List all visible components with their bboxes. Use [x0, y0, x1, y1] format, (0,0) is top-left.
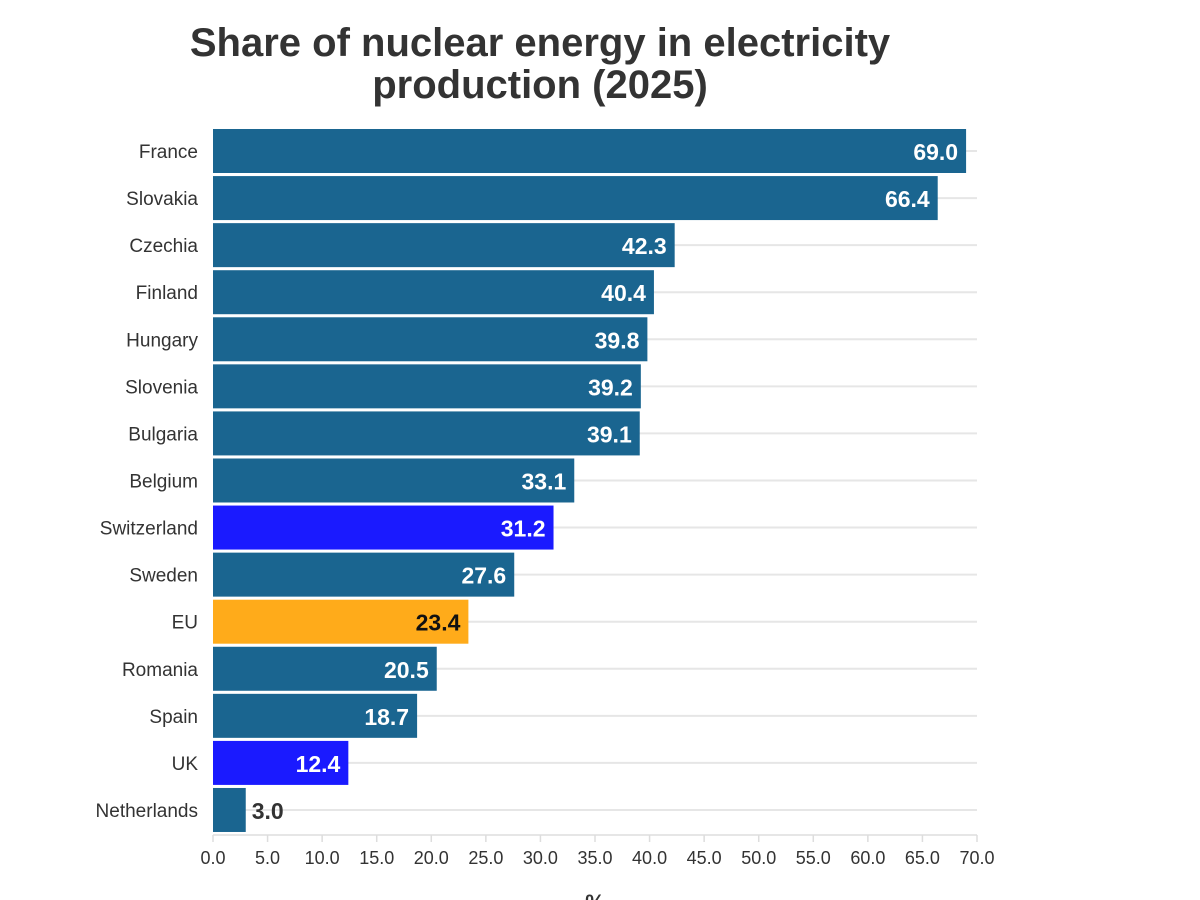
bar-spain — [213, 693, 418, 738]
x-tick-label: 50.0 — [741, 848, 776, 868]
data-label: 27.6 — [461, 563, 506, 589]
x-tick-label: 20.0 — [414, 848, 449, 868]
category-label: EU — [172, 613, 198, 634]
category-label: France — [139, 142, 198, 163]
x-tick-label: 15.0 — [359, 848, 394, 868]
bar-hungary — [213, 317, 648, 362]
x-axis-title: % — [585, 890, 605, 900]
category-label: Hungary — [126, 330, 198, 351]
x-tick-label: 0.0 — [200, 848, 225, 868]
bar-belgium — [213, 458, 575, 503]
data-label: 33.1 — [521, 468, 566, 494]
data-label: 39.1 — [587, 421, 632, 447]
bar-switzerland — [213, 505, 554, 550]
bar-netherlands — [213, 787, 246, 832]
category-label: Bulgaria — [128, 424, 198, 445]
category-label: Sweden — [129, 566, 198, 587]
bar-slovenia — [213, 364, 641, 409]
bar-uk — [213, 740, 349, 785]
category-label: Romania — [122, 660, 198, 681]
data-label: 12.4 — [296, 751, 341, 777]
x-tick-label: 40.0 — [632, 848, 667, 868]
data-label: 42.3 — [622, 233, 667, 259]
bar-finland — [213, 270, 654, 315]
x-tick-label: 25.0 — [468, 848, 503, 868]
category-label: Slovenia — [125, 377, 198, 398]
bar-bulgaria — [213, 411, 640, 456]
chart-title-line: Share of nuclear energy in electricity — [189, 21, 891, 65]
bar-eu — [213, 599, 469, 644]
data-label: 31.2 — [501, 516, 546, 542]
category-label: UK — [172, 754, 199, 775]
x-tick-label: 70.0 — [959, 848, 994, 868]
data-label: 20.5 — [384, 657, 429, 683]
data-label: 69.0 — [913, 139, 958, 165]
x-tick-label: 5.0 — [255, 848, 280, 868]
bar-slovakia — [213, 176, 938, 221]
category-label: Finland — [136, 283, 198, 304]
x-tick-label: 45.0 — [687, 848, 722, 868]
bar-sweden — [213, 552, 515, 597]
x-tick-label: 65.0 — [905, 848, 940, 868]
category-label: Belgium — [129, 471, 198, 492]
category-label: Switzerland — [100, 519, 198, 540]
bar-france — [213, 129, 967, 173]
data-label: 39.8 — [595, 327, 640, 353]
category-label: Netherlands — [96, 801, 198, 822]
x-tick-label: 30.0 — [523, 848, 558, 868]
data-label: 66.4 — [885, 186, 930, 212]
chart-title-line: production (2025) — [372, 63, 708, 107]
data-label: 39.2 — [588, 374, 633, 400]
bar-czechia — [213, 223, 675, 268]
category-label: Spain — [149, 707, 198, 728]
category-label: Czechia — [129, 236, 198, 257]
data-label: 40.4 — [601, 280, 646, 306]
x-tick-label: 60.0 — [850, 848, 885, 868]
chart-title: Share of nuclear energy in electricity p… — [140, 22, 940, 106]
x-tick-label: 55.0 — [796, 848, 831, 868]
category-label: Slovakia — [126, 189, 198, 210]
x-tick-label: 10.0 — [305, 848, 340, 868]
bar-romania — [213, 646, 437, 691]
x-tick-label: 35.0 — [577, 848, 612, 868]
data-label: 3.0 — [252, 798, 284, 824]
data-label: 23.4 — [416, 610, 461, 636]
data-label: 18.7 — [364, 704, 409, 730]
